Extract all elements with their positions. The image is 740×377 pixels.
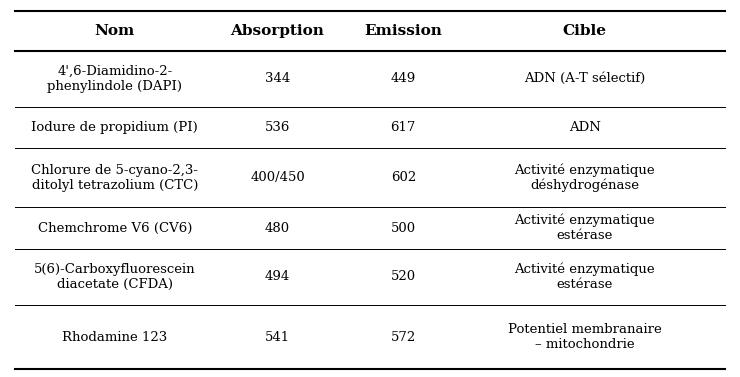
Text: Rhodamine 123: Rhodamine 123	[62, 331, 167, 343]
Text: 536: 536	[265, 121, 290, 134]
Text: 449: 449	[391, 72, 416, 85]
Text: 541: 541	[265, 331, 290, 343]
Text: 400/450: 400/450	[250, 171, 305, 184]
Text: 617: 617	[391, 121, 416, 134]
Text: 602: 602	[391, 171, 416, 184]
Text: Nom: Nom	[95, 24, 135, 38]
Text: 500: 500	[391, 222, 416, 234]
Text: Chemchrome V6 (CV6): Chemchrome V6 (CV6)	[38, 222, 192, 234]
Text: ADN (A-T sélectif): ADN (A-T sélectif)	[524, 72, 645, 85]
Text: ADN: ADN	[568, 121, 601, 134]
Text: 344: 344	[265, 72, 290, 85]
Text: Chlorure de 5-cyano-2,3-
ditolyl tetrazolium (CTC): Chlorure de 5-cyano-2,3- ditolyl tetrazo…	[31, 164, 198, 192]
Text: Potentiel membranaire
– mitochondrie: Potentiel membranaire – mitochondrie	[508, 323, 662, 351]
Text: Absorption: Absorption	[231, 24, 324, 38]
Text: Activité enzymatique
estérase: Activité enzymatique estérase	[514, 262, 655, 291]
Text: 494: 494	[265, 270, 290, 283]
Text: Activité enzymatique
estérase: Activité enzymatique estérase	[514, 214, 655, 242]
Text: 5(6)-Carboxyfluorescein
diacetate (CFDA): 5(6)-Carboxyfluorescein diacetate (CFDA)	[34, 263, 195, 291]
Text: 4',6-Diamidino-2-
phenylindole (DAPI): 4',6-Diamidino-2- phenylindole (DAPI)	[47, 65, 182, 93]
Text: 572: 572	[391, 331, 416, 343]
Text: Emission: Emission	[364, 24, 443, 38]
Text: Activité enzymatique
déshydrogénase: Activité enzymatique déshydrogénase	[514, 163, 655, 192]
Text: Iodure de propidium (PI): Iodure de propidium (PI)	[31, 121, 198, 134]
Text: 520: 520	[391, 270, 416, 283]
Text: 480: 480	[265, 222, 290, 234]
Text: Cible: Cible	[562, 24, 607, 38]
